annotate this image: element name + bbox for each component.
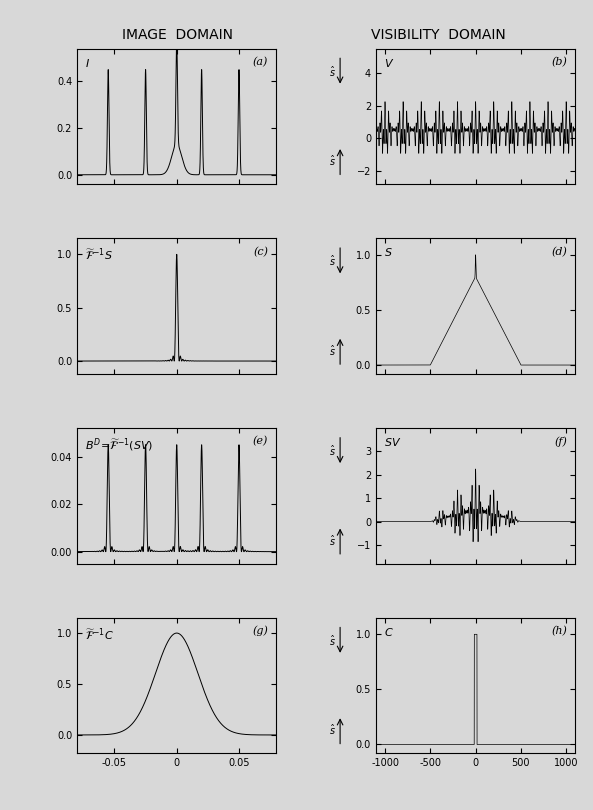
Text: $I$: $I$ [85, 57, 90, 69]
Text: $\hat{s}$: $\hat{s}$ [329, 254, 336, 268]
Text: $\hat{s}$: $\hat{s}$ [329, 534, 336, 548]
Text: IMAGE  DOMAIN: IMAGE DOMAIN [122, 28, 234, 42]
Text: $B^D\!=\!\widetilde{\mathcal{F}}^{-1}(SV)$: $B^D\!=\!\widetilde{\mathcal{F}}^{-1}(SV… [85, 436, 154, 453]
Text: (c): (c) [253, 246, 269, 257]
Text: $\widetilde{\mathcal{F}}^{-1}S$: $\widetilde{\mathcal{F}}^{-1}S$ [85, 246, 113, 262]
Text: (e): (e) [253, 436, 269, 446]
Text: $\hat{s}$: $\hat{s}$ [329, 65, 336, 79]
Text: (a): (a) [253, 57, 269, 67]
Text: $C$: $C$ [384, 626, 394, 638]
Text: (b): (b) [551, 57, 568, 67]
Text: (h): (h) [551, 626, 568, 636]
Text: $\widetilde{\mathcal{F}}^{-1}C$: $\widetilde{\mathcal{F}}^{-1}C$ [85, 626, 114, 642]
Text: $\hat{s}$: $\hat{s}$ [329, 343, 336, 358]
Text: $V$: $V$ [384, 57, 394, 69]
Text: (d): (d) [551, 246, 568, 257]
Text: $\hat{s}$: $\hat{s}$ [329, 633, 336, 648]
Text: (f): (f) [554, 436, 568, 447]
Text: $\hat{s}$: $\hat{s}$ [329, 723, 336, 737]
Text: $\hat{s}$: $\hat{s}$ [329, 154, 336, 168]
Text: (g): (g) [253, 626, 269, 637]
Text: $\hat{s}$: $\hat{s}$ [329, 444, 336, 458]
Text: $S$: $S$ [384, 246, 393, 258]
Text: VISIBILITY  DOMAIN: VISIBILITY DOMAIN [371, 28, 506, 42]
Text: $SV$: $SV$ [384, 436, 401, 448]
